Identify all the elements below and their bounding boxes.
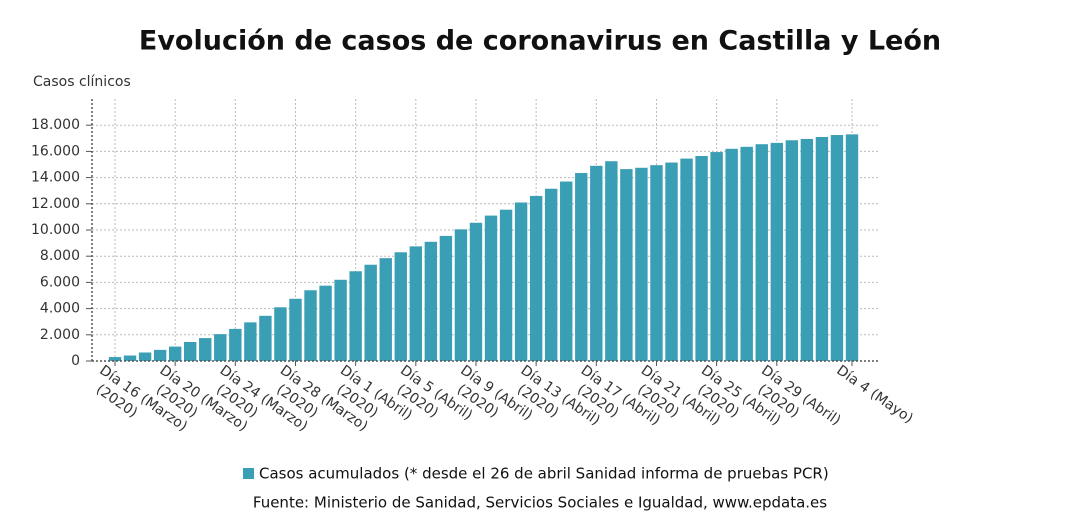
y-tick-label: 0 [71,353,80,369]
bar [304,290,317,361]
bar [740,146,753,361]
legend-label: Casos acumulados (* desde el 26 de abril… [259,465,829,483]
bar [605,161,618,361]
bar [334,279,347,361]
y-tick-label: 6.000 [40,274,80,290]
bar [514,202,528,361]
bar [349,271,362,361]
bar [665,162,678,361]
bar [590,165,603,361]
y-tick-label: 18.000 [31,117,80,133]
bar [710,152,723,361]
bar [620,169,633,361]
bar [785,140,799,361]
bar [319,285,332,361]
bar [259,315,272,361]
y-tick-label: 16.000 [31,143,80,159]
bar [424,241,438,361]
y-tick-label: 10.000 [31,222,80,238]
bar [544,188,558,361]
bar [199,338,212,361]
x-tick-label: Día 4 (Mayo) [833,362,915,426]
bar [439,235,453,361]
bar [394,252,407,361]
y-tick-label: 12.000 [31,196,80,212]
bar [379,258,392,361]
bar [800,138,814,361]
y-tick-label: 4.000 [40,301,80,317]
bar [560,181,573,361]
chart-title: Evolución de casos de coronavirus en Cas… [139,26,941,57]
bar [168,346,182,361]
bar [815,136,829,361]
bar [755,144,768,361]
bar [184,342,197,361]
bar [845,134,859,361]
bar [635,167,648,361]
bar [695,155,708,361]
bar [680,158,693,361]
bar [484,215,498,361]
bar [650,165,663,361]
bar [409,246,423,361]
bar [244,322,257,361]
bar [499,209,513,361]
y-tick-label: 14.000 [31,170,80,186]
bar [229,328,242,361]
bar [108,357,122,361]
legend-swatch [243,468,254,479]
bar [830,135,844,361]
bar [529,195,543,361]
bar [214,334,227,361]
bar [770,142,783,361]
y-tick-label: 8.000 [40,248,80,264]
bar [123,355,137,361]
y-tick-label: 2.000 [40,327,80,343]
bar [454,229,468,361]
bar [138,352,152,361]
y-axis-label: Casos clínicos [33,74,131,90]
source: Fuente: Ministerio de Sanidad, Servicios… [253,494,827,512]
bar [274,307,287,361]
bar [289,298,302,361]
bar [153,349,167,361]
bar [575,173,588,361]
bar [364,264,377,361]
bar [469,222,483,361]
bar [725,148,738,361]
